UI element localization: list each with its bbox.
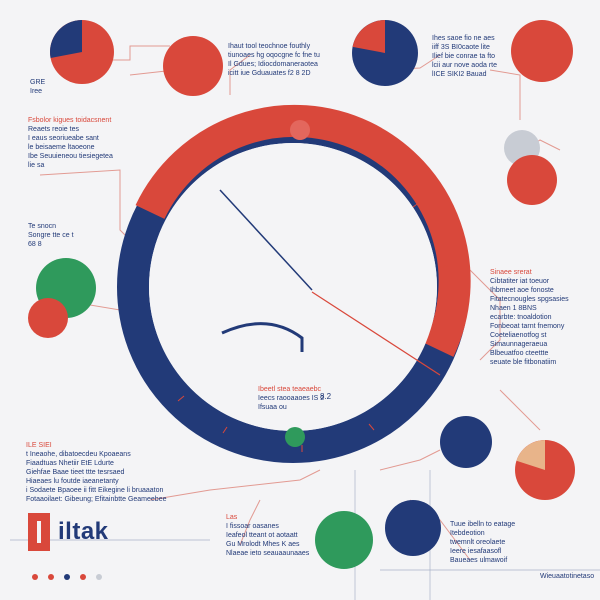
- text-line: Fsbolor kigues toidacsnent: [28, 117, 112, 124]
- ring-inner: [149, 143, 437, 431]
- text-line: Itebdeotion: [450, 530, 485, 537]
- ring-center-label: 8.2: [320, 392, 332, 401]
- text-line: Giehfae Baae tieet ttte tesrsaed: [26, 469, 125, 476]
- text-line: Ieecs raooaaoes IS 2: [258, 395, 325, 402]
- text-line: GRE: [30, 79, 46, 86]
- circle-marker-green: [315, 511, 373, 569]
- brand-name: iltak: [58, 518, 109, 545]
- pie-marker-bottom-right: [515, 440, 575, 500]
- text-line: Ilief bie conrae ta fto: [432, 53, 496, 60]
- ring-pointer: [219, 189, 313, 291]
- text-block-right-mid: Sinaee srerat Cibtatiter iat toeuor Ihbmee…: [490, 268, 569, 367]
- pie-slice: [352, 20, 385, 53]
- text-line: twemnlt oreolaete: [450, 539, 506, 546]
- circle-marker-red: [163, 36, 223, 96]
- ring-hook-mark: [221, 322, 304, 352]
- pie-slice: [516, 440, 545, 470]
- text-line: Nlaeae ieto seauaaunaaes: [226, 550, 310, 557]
- ring-ticks: [177, 201, 449, 452]
- text-line: tiunoaes hg oqocgne fc fne tu: [228, 52, 320, 59]
- text-line: lie sa: [28, 162, 45, 169]
- text-line: ILE SIEI: [26, 442, 52, 449]
- text-line: Sinaee srerat: [490, 269, 532, 276]
- text-line: Tuue ibelln to eatage: [450, 521, 516, 528]
- text-line: Reaets reoie tes: [28, 126, 79, 133]
- text-line: Coeteliaenotfog st: [490, 332, 547, 339]
- brand-logo: iltak: [28, 512, 109, 552]
- pie-marker-top-left: [50, 20, 114, 84]
- text-line: iiff 3S BI0caote lite: [432, 44, 490, 51]
- pagination-dots: [32, 574, 102, 580]
- text-line: seuate ble fitbonatiim: [490, 359, 557, 366]
- ring-green-dot: [285, 427, 305, 447]
- dot-red: [32, 574, 38, 580]
- dot-red: [80, 574, 86, 580]
- text-line: Il Gdues; Idiocdomaneraotea: [228, 61, 318, 68]
- text-line: Ibeetl stea teaeaebc: [258, 386, 322, 393]
- text-block-left-lower: ILE SIEI t Ineaohe, dibatoecdeu Kpoaeans F…: [26, 441, 166, 504]
- text-line: Ihbmeet aoe fonoste: [490, 287, 554, 294]
- circle-marker-red: [511, 20, 573, 82]
- circle-markers: [28, 20, 575, 569]
- text-line: I fissoar oasanes: [226, 523, 279, 530]
- circle-marker-navy: [385, 500, 441, 556]
- dot-red: [48, 574, 54, 580]
- text-block-bottom-center: Las I fissoar oasanes Ieafeol tteant ot ao…: [226, 513, 309, 558]
- text-line: Baueaes ulmawoif: [450, 557, 508, 564]
- text-line: Fonbeoat tarnt fnemony: [490, 323, 565, 330]
- text-block-left-upper: Fsbolor kigues toidacsnent Reaets reoie t…: [28, 116, 113, 170]
- connector-lines: [39, 45, 561, 561]
- text-block-left-mid: Te snocn Songre tte ce t 68 8: [28, 222, 74, 249]
- text-line: 68 8: [28, 241, 42, 248]
- pie-marker-top-center: [352, 20, 418, 86]
- text-block-legend-topleft: GRE Iree: [30, 78, 45, 96]
- text-block-bottom-right: Tuue ibelln to eatage Itebdeotion twemnlt …: [450, 520, 515, 565]
- text-line: Cibtatiter iat toeuor: [490, 278, 550, 285]
- text-line: ecarbte: tnoaldotion: [490, 314, 552, 321]
- text-line: lcii aur nove aoda rte: [432, 62, 497, 69]
- text-line: Iree: [30, 88, 43, 95]
- text-line: Gu Mrolodt Mhes K aes: [226, 541, 300, 548]
- text-line: Ifsuaa ou: [258, 404, 287, 411]
- text-line: icitt iue Gduauates f2 8 2D: [228, 70, 311, 77]
- text-line: Ihaut tool teochnoe fouthly: [228, 43, 311, 50]
- text-line: Wieuaatotinetaso: [540, 573, 595, 580]
- ring-red-segment: [135, 104, 471, 357]
- text-line: Blbeuatfoo cteettte: [490, 350, 549, 357]
- circle-marker-red: [28, 298, 68, 338]
- text-line: Songre tte ce t: [28, 232, 74, 239]
- text-line: Ibe Seuuieneou tiesiegetea: [28, 153, 113, 160]
- pie-slice: [50, 20, 82, 58]
- circle-marker-navy: [440, 416, 492, 468]
- text-line: Te snocn: [28, 223, 57, 230]
- text-line: Fitatecnougles spgsasies: [490, 296, 569, 303]
- circle-marker-red: [507, 155, 557, 205]
- text-block-center-lower: Ibeetl stea teaeaebc Ieecs raooaaoes IS 2…: [258, 385, 324, 412]
- text-line: Simaunnageraeua: [490, 341, 548, 348]
- dot-grey: [96, 574, 102, 580]
- text-line: Las: [226, 514, 238, 521]
- text-line: Fiaadtuas Nhetiir EtE Ldurte: [26, 460, 114, 467]
- main-ring: [117, 104, 471, 463]
- text-line: I eaus seoriueabe sant: [28, 135, 99, 142]
- text-line: lICE SIKI2 Bauad: [432, 71, 487, 78]
- text-line: Ieere iesafaasofl: [450, 548, 502, 555]
- text-block-top-center: Ihaut tool teochnoe fouthly tiunoaes hg o…: [228, 42, 320, 78]
- text-block-footer-right: Wieuaatotinetaso: [540, 572, 594, 581]
- text-line: Nhaen 1 8BNS: [490, 305, 537, 312]
- text-line: Hiaeaes lu foutde iaeanetanty: [26, 478, 119, 485]
- text-line: Fotaaoilaet: Gibeung; Efitainbtte Geamee…: [26, 496, 167, 503]
- ring-top-dot: [290, 120, 310, 140]
- text-line: Ihes saoe fio ne aes: [432, 35, 495, 42]
- ring-pointer-red: [311, 291, 441, 376]
- text-line: Ieafeol tteant ot aotaatt: [226, 532, 298, 539]
- dot-navy: [64, 574, 70, 580]
- text-line: t Ineaohe, dibatoecdeu Kpoaeans: [26, 451, 131, 458]
- brand-mark-icon: [28, 513, 50, 551]
- text-line: le beisaeme ltaoeone: [28, 144, 95, 151]
- text-line: i Sodaete Bpaoee ii fitt Eikegine li bru…: [26, 487, 164, 494]
- text-block-top-right: Ihes saoe fio ne aes iiff 3S BI0caote lit…: [432, 34, 497, 79]
